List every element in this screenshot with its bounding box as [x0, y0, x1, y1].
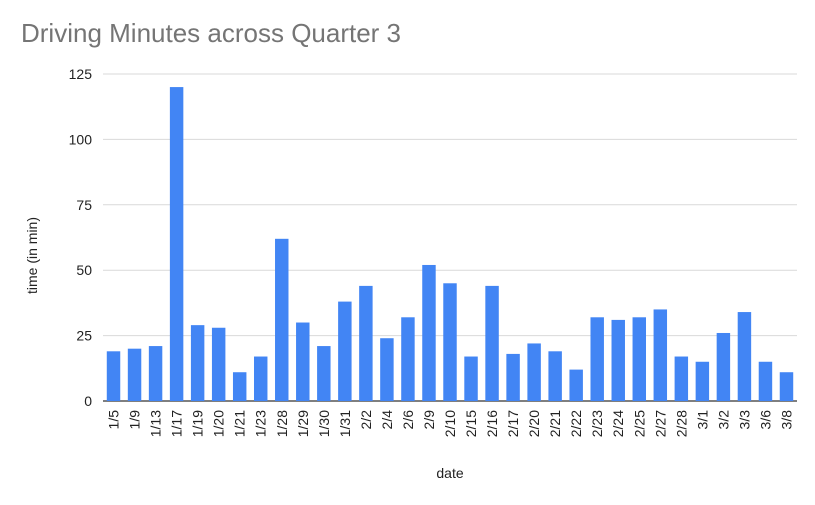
- bars: [106, 87, 794, 401]
- x-tick-label: 2/21: [547, 410, 563, 437]
- x-tick-label: 1/28: [274, 410, 290, 437]
- x-tick-label: 2/20: [526, 410, 542, 437]
- bar-1-13: [148, 346, 163, 401]
- y-tick-label: 125: [69, 66, 93, 82]
- x-tick-label: 2/25: [631, 410, 647, 437]
- bar-1-9: [127, 348, 142, 401]
- bar-1-17: [169, 87, 184, 401]
- bar-2-28: [674, 356, 689, 401]
- bar-1-28: [275, 238, 289, 401]
- bar-2-9: [422, 264, 436, 401]
- bar-2-15: [464, 356, 478, 401]
- x-tick-label: 2/23: [589, 410, 605, 437]
- x-tick-label: 3/6: [757, 410, 773, 430]
- bar-2-24: [611, 319, 625, 401]
- x-tick-label: 1/9: [127, 410, 143, 430]
- y-axis-title: time (in min): [24, 217, 40, 294]
- bar-1-5: [106, 351, 121, 401]
- x-tick-label: 2/22: [568, 410, 584, 437]
- x-axis-ticks: 1/5 1/9 1/13 1/17 1/19 1/20 1/21 1/23 1/28 1/29 1/…: [106, 410, 795, 437]
- y-axis-ticks: 0 25 50 75 100 125: [69, 66, 93, 409]
- x-tick-label: 1/23: [253, 410, 269, 437]
- y-tick-label: 100: [69, 131, 93, 147]
- x-tick-label: 2/15: [463, 410, 479, 437]
- bar-2-22: [569, 369, 583, 401]
- x-tick-label: 2/6: [400, 410, 416, 430]
- bar-1-30: [317, 346, 331, 401]
- bar-3-3: [737, 312, 752, 401]
- x-tick-label: 1/17: [169, 410, 185, 437]
- bar-3-2: [716, 332, 731, 401]
- x-tick-label: 2/24: [610, 410, 626, 437]
- x-tick-label: 1/30: [316, 410, 332, 437]
- bar-1-31: [338, 301, 352, 401]
- bar-2-4: [380, 338, 394, 401]
- y-tick-label: 50: [76, 262, 92, 278]
- bar-3-8: [779, 372, 794, 401]
- bar-1-19: [190, 325, 205, 401]
- x-axis-title: date: [436, 465, 463, 481]
- x-tick-label: 2/2: [358, 410, 374, 430]
- x-tick-label: 3/1: [694, 410, 710, 430]
- x-tick-label: 2/9: [421, 410, 437, 430]
- bar-2-6: [401, 317, 415, 401]
- bar-1-29: [296, 322, 310, 401]
- x-tick-label: 2/27: [652, 410, 668, 437]
- bar-2-20: [527, 343, 541, 401]
- x-tick-label: 1/5: [106, 410, 122, 430]
- bar-3-1: [695, 361, 710, 401]
- bar-2-2: [359, 285, 373, 401]
- bar-2-27: [653, 309, 668, 401]
- x-tick-label: 3/3: [736, 410, 752, 430]
- bar-2-17: [506, 353, 520, 401]
- bar-1-23: [253, 356, 268, 401]
- bar-1-21: [232, 372, 247, 401]
- bar-3-6: [758, 361, 773, 401]
- bar-2-23: [590, 317, 604, 401]
- chart-title: Driving Minutes across Quarter 3: [21, 18, 402, 48]
- x-tick-label: 2/10: [442, 410, 458, 437]
- x-tick-label: 1/31: [337, 410, 353, 437]
- x-tick-label: 1/13: [148, 410, 164, 437]
- x-tick-label: 1/29: [295, 410, 311, 437]
- bar-1-20: [211, 327, 226, 401]
- bar-2-16: [485, 285, 499, 401]
- y-tick-label: 0: [84, 393, 92, 409]
- x-tick-label: 3/8: [778, 410, 794, 430]
- bar-2-25: [632, 317, 647, 401]
- bar-2-10: [443, 283, 457, 401]
- x-tick-label: 3/2: [715, 410, 731, 430]
- x-tick-label: 1/20: [211, 410, 227, 437]
- y-tick-label: 75: [76, 197, 92, 213]
- y-tick-label: 25: [76, 328, 92, 344]
- x-tick-label: 2/17: [505, 410, 521, 437]
- x-tick-label: 2/16: [484, 410, 500, 437]
- x-tick-label: 2/28: [673, 410, 689, 437]
- x-tick-label: 2/4: [379, 410, 395, 430]
- x-tick-label: 1/21: [232, 410, 248, 437]
- bar-2-21: [548, 351, 562, 401]
- x-tick-label: 1/19: [190, 410, 206, 437]
